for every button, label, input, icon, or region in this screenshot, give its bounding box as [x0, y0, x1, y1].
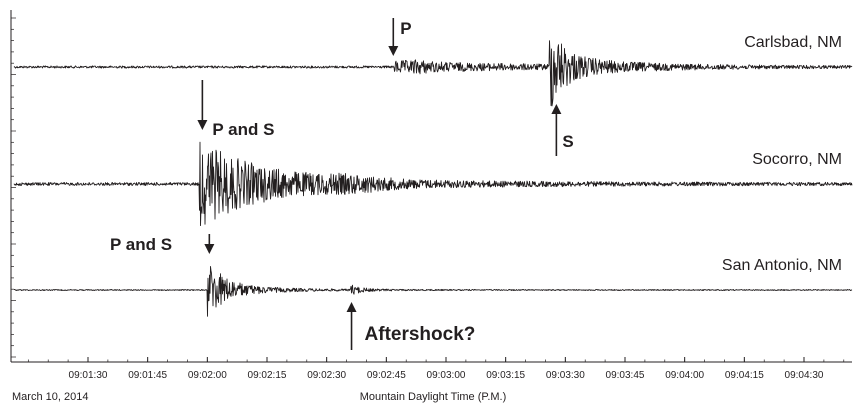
x-axis-label: Mountain Daylight Time (P.M.) [360, 391, 507, 403]
x-tick-label-1: 09:01:45 [128, 370, 167, 381]
x-tick-label-11: 09:04:15 [725, 370, 764, 381]
date-label: March 10, 2014 [12, 391, 88, 403]
station-label-1: Socorro, NM [752, 151, 842, 168]
x-tick-label-7: 09:03:15 [486, 370, 525, 381]
x-tick-label-4: 09:02:30 [307, 370, 346, 381]
carlsbad-p-arrow-head [388, 46, 399, 56]
x-tick-label-6: 09:03:00 [427, 370, 466, 381]
phase-annotations: P S P and S P and S Aftershock? [110, 18, 574, 350]
sanantonio-ps-arrow-head [204, 244, 215, 254]
x-tick-label-0: 09:01:30 [69, 370, 108, 381]
x-tick-label-3: 09:02:15 [248, 370, 287, 381]
socorro-ps-arrow-head [197, 120, 208, 130]
bottom-axis-ticks: 09:01:30 09:01:45 09:02:00 09:02:15 09:02:30… [27, 357, 845, 381]
x-tick-label-2: 09:02:00 [188, 370, 227, 381]
station-labels: Carlsbad, NM Socorro, NM San Antonio, NM [722, 34, 842, 274]
carlsbad-s-label: S [562, 132, 573, 151]
trace-1 [13, 141, 853, 227]
station-label-2: San Antonio, NM [722, 257, 842, 274]
carlsbad-s-arrow-head [551, 104, 562, 114]
waveform-traces [13, 40, 853, 317]
plot-frame [10, 10, 852, 363]
x-tick-label-9: 09:03:45 [606, 370, 645, 381]
aftershock-arrow-head [346, 302, 357, 312]
x-tick-label-8: 09:03:30 [546, 370, 585, 381]
x-tick-label-10: 09:04:00 [665, 370, 704, 381]
station-label-0: Carlsbad, NM [744, 34, 842, 51]
carlsbad-p-label: P [400, 19, 411, 38]
socorro-ps-label: P and S [212, 120, 274, 139]
x-tick-label-5: 09:02:45 [367, 370, 406, 381]
left-axis-ticks [11, 17, 16, 358]
x-tick-label-12: 09:04:30 [785, 370, 824, 381]
sanantonio-ps-label: P and S [110, 235, 172, 254]
aftershock-label: Aftershock? [365, 324, 476, 345]
trace-2 [13, 266, 853, 317]
trace-0 [13, 40, 853, 107]
